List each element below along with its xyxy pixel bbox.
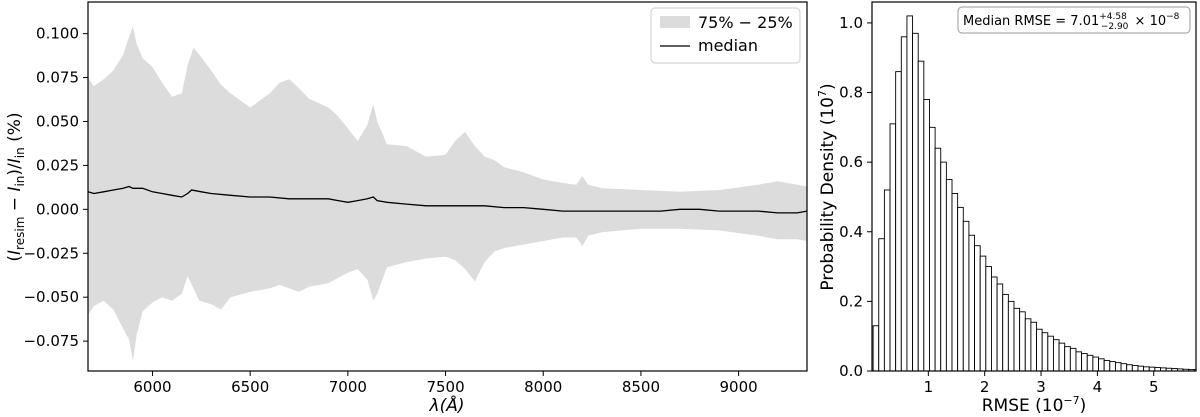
histogram-bar [929, 126, 936, 372]
histogram-bar [1109, 361, 1116, 372]
residual-panel: 6000 6500 7000 7500 8000 8500 9000 −0.075 −0.05… [5, 1, 808, 416]
legend-band-label: 75% − 25% [698, 13, 793, 32]
x-tick-label: 7500 [426, 378, 464, 396]
y-tick-label: 0.4 [839, 223, 863, 241]
histogram-bar [968, 234, 975, 372]
histogram-bar [1047, 335, 1054, 372]
histogram-bar [883, 189, 891, 372]
y-tick-label: 1.0 [839, 14, 863, 32]
x-tick-label: 7000 [329, 378, 367, 396]
residual-x-ticks: 6000 6500 7000 7500 8000 8500 9000 [133, 371, 758, 396]
residual-legend: 75% − 25% median [650, 7, 801, 64]
histogram-bar [1002, 293, 1009, 372]
histogram-bar [1092, 356, 1099, 372]
histogram-bar [940, 161, 947, 372]
histogram-bar [1013, 307, 1021, 372]
histogram-bar [878, 238, 885, 372]
legend-median-label: median [698, 36, 758, 55]
histogram-bar [1024, 318, 1032, 372]
residual-plot-frame [87, 1, 808, 372]
y-tick-label: 0.6 [839, 153, 863, 171]
y-tick-label: 0.2 [839, 292, 863, 310]
histogram-bar [1131, 364, 1139, 372]
y-tick-label: 0.0 [839, 362, 863, 380]
histogram-x-ticks: 1 2 3 4 5 [924, 371, 1159, 396]
histogram-bar [979, 255, 987, 372]
x-tick-label: 6000 [133, 378, 171, 396]
x-tick-label: 2 [980, 378, 990, 396]
x-tick-label: 9000 [720, 378, 758, 396]
histogram-panel: 1 2 3 4 5 0.0 0.2 0.4 0.6 0.8 1.0 Median RMSE = 7… [816, 1, 1197, 416]
histogram-bar [951, 193, 959, 372]
histogram-bar [985, 266, 992, 372]
histogram-plot-frame [871, 1, 1197, 372]
histogram-plot-area [872, 15, 1197, 372]
legend-band-swatch [660, 16, 690, 28]
histogram-y-ticks: 0.0 0.2 0.4 0.6 0.8 1.0 [839, 14, 872, 380]
histogram-bar [1103, 360, 1111, 372]
histogram-bar [1081, 353, 1088, 372]
histogram-bar [957, 206, 964, 372]
y-tick-label: 0.025 [36, 156, 79, 174]
histogram-bar [872, 325, 880, 372]
histogram-bar [1069, 347, 1077, 372]
histogram-x-axis-label: RMSE (10−7) [982, 394, 1087, 416]
histogram-bar [1030, 321, 1037, 372]
median-line [87, 185, 808, 214]
histogram-bar [1137, 365, 1145, 372]
y-tick-label: 0.050 [36, 112, 79, 130]
histogram-bar [1019, 311, 1026, 372]
y-tick-label: 0.100 [36, 25, 79, 43]
x-tick-label: 4 [1093, 378, 1103, 396]
histogram-y-axis-label: Probability Density (107) [816, 83, 838, 290]
histogram-bar [1126, 364, 1133, 372]
y-tick-label: 0.000 [36, 200, 79, 218]
histogram-bar [889, 123, 897, 372]
annotation-box [957, 6, 1191, 34]
x-tick-label: 3 [1036, 378, 1046, 396]
histogram-bar [1075, 351, 1083, 372]
residual-x-axis-label: λ(Å) [429, 394, 465, 416]
histogram-bar [1098, 358, 1105, 372]
histogram-bar [1058, 342, 1066, 372]
histogram-bar [1041, 332, 1049, 372]
y-tick-label: 0.8 [839, 84, 863, 102]
histogram-bar [1114, 362, 1122, 372]
x-tick-label: 5 [1149, 378, 1159, 396]
histogram-bar [1086, 354, 1094, 372]
histogram-annotation: Median RMSE = 7.01+4.58 −2.90 × 10−8 [957, 6, 1191, 34]
residual-plot-area [87, 26, 808, 361]
histogram-bar [962, 220, 970, 372]
y-tick-label: −0.075 [23, 332, 79, 350]
annotation-text: Median RMSE = 7.01+4.58 −2.90 × 10−8 [963, 12, 1180, 32]
histogram-bar [991, 276, 998, 372]
histogram-bar [1052, 339, 1060, 372]
y-tick-label: −0.050 [23, 288, 79, 306]
histogram-bar [996, 283, 1004, 372]
histogram-bar [974, 245, 981, 372]
histogram-bar [1120, 363, 1128, 372]
histogram-bar [1143, 366, 1150, 372]
histogram-bar [900, 36, 908, 372]
histogram-bar [917, 60, 925, 372]
histogram-bar [895, 71, 902, 372]
residual-y-axis-label: (Iresim − Iin)/Iin (%) [5, 112, 27, 261]
histogram-bar [906, 15, 914, 372]
histogram-bar [923, 99, 930, 372]
x-tick-label: 8000 [524, 378, 562, 396]
x-tick-label: 6500 [231, 378, 269, 396]
histogram-bar [1036, 328, 1043, 372]
histogram-bar [1064, 346, 1071, 372]
histogram-bar [1007, 300, 1015, 372]
percentile-band-75-25 [88, 26, 807, 361]
histogram-bar [945, 179, 953, 372]
x-tick-label: 8500 [622, 378, 660, 396]
y-tick-label: −0.025 [23, 244, 79, 262]
residual-y-ticks: −0.075 −0.050 −0.025 0.000 0.025 0.050 0.075 0.… [23, 25, 88, 350]
histogram-bar [912, 32, 919, 372]
y-tick-label: 0.075 [36, 69, 79, 87]
x-tick-label: 1 [924, 378, 934, 396]
histogram-bar [934, 147, 942, 372]
